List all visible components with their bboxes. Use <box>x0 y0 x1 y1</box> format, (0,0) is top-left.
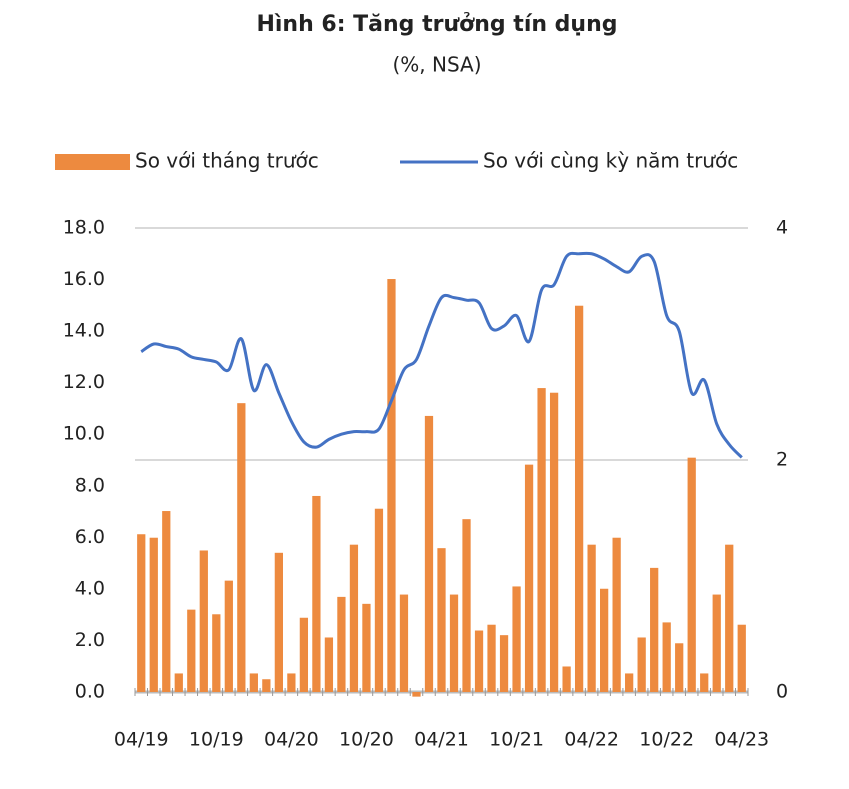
x-tick-label: 04/19 <box>114 729 169 751</box>
bar <box>499 635 509 692</box>
bar <box>424 415 434 692</box>
bar <box>600 588 609 692</box>
y-tick-label: 2.0 <box>75 629 105 651</box>
y-tick-label: 0.0 <box>75 681 105 703</box>
chart-title: Hình 6: Tăng trưởng tín dụng <box>256 12 617 37</box>
bar <box>187 609 196 692</box>
bar <box>687 457 696 692</box>
x-tick-label: 10/19 <box>189 729 244 751</box>
x-tick-label: 04/21 <box>414 729 469 751</box>
line <box>140 251 743 459</box>
bar <box>537 388 546 692</box>
bar <box>437 548 446 692</box>
bar <box>224 580 233 692</box>
bar <box>287 673 296 692</box>
bar <box>737 624 746 692</box>
x-tick-label: 04/23 <box>714 729 769 751</box>
bar <box>725 544 734 692</box>
bar <box>162 511 171 692</box>
x-tick-label: 10/21 <box>489 729 544 751</box>
x-tick-label: 10/20 <box>339 729 394 751</box>
bar <box>262 679 271 692</box>
bar <box>412 692 421 697</box>
y-tick-label: 10.0 <box>63 423 105 445</box>
bar <box>362 603 371 692</box>
x-tick-label: 04/20 <box>264 729 319 751</box>
bar <box>349 544 359 692</box>
bar <box>374 508 384 692</box>
y-tick-label: 12.0 <box>63 371 105 393</box>
bar <box>274 552 283 692</box>
bar <box>574 305 584 692</box>
bar <box>337 596 346 692</box>
legend-label: So với tháng trước <box>135 149 319 173</box>
y-tick-label: 14.0 <box>63 320 105 342</box>
bar <box>399 594 409 692</box>
bar <box>249 673 258 692</box>
bar <box>700 673 709 692</box>
bar <box>324 637 334 692</box>
y-tick-label: 18.0 <box>63 217 105 239</box>
bar <box>312 495 321 692</box>
bar <box>387 279 396 692</box>
bar <box>512 586 521 692</box>
bar <box>137 534 146 692</box>
bar <box>612 537 621 692</box>
bar <box>637 637 646 692</box>
bar <box>199 550 208 692</box>
bar <box>650 567 659 692</box>
bar <box>625 673 634 692</box>
y-tick-label: 4.0 <box>75 577 105 599</box>
bar <box>712 594 721 692</box>
bar <box>174 673 183 692</box>
bar <box>299 617 309 692</box>
legend-swatch <box>55 154 130 170</box>
x-tick-label: 10/22 <box>639 729 694 751</box>
bar <box>149 537 158 692</box>
bar <box>562 666 571 692</box>
y2-tick-label: 0 <box>776 681 788 703</box>
bar <box>237 403 246 692</box>
bar <box>675 643 684 692</box>
x-tick-label: 04/22 <box>564 729 619 751</box>
y-tick-label: 16.0 <box>63 268 105 290</box>
bar <box>212 614 221 692</box>
bar <box>462 519 471 692</box>
legend-label: So với cùng kỳ năm trước <box>483 149 738 173</box>
bar <box>587 544 596 692</box>
y-tick-label: 8.0 <box>75 474 105 496</box>
bar <box>487 624 496 692</box>
y2-tick-label: 4 <box>776 217 788 239</box>
bar <box>474 630 484 692</box>
y2-tick-label: 2 <box>776 449 788 471</box>
chart-subtitle: (%, NSA) <box>392 53 481 77</box>
bar <box>524 464 534 692</box>
bar <box>549 392 559 692</box>
y-tick-label: 6.0 <box>75 526 105 548</box>
bar <box>449 594 459 692</box>
bar <box>662 622 671 692</box>
